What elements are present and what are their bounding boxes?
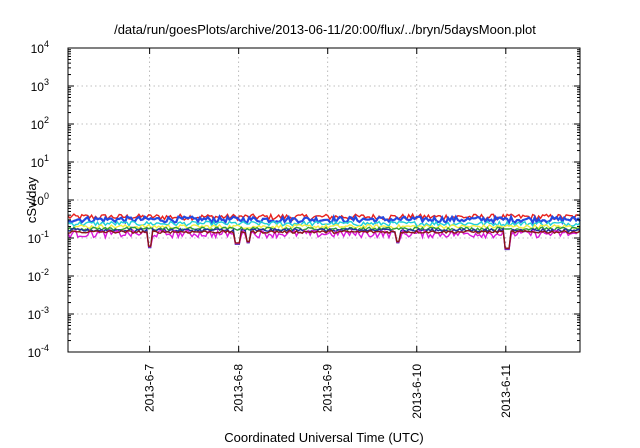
y-tick-label: 104 (31, 39, 49, 56)
x-axis-label: Coordinated Universal Time (UTC) (224, 430, 423, 445)
series-line (67, 213, 581, 226)
y-tick-label: 101 (31, 153, 49, 170)
y-tick-label: 10-3 (28, 305, 49, 322)
series-line (67, 223, 581, 230)
chart-title: /data/run/goesPlots/archive/2013-06-11/2… (114, 22, 536, 37)
series-line (67, 229, 581, 249)
x-tick-label: 2013-6-10 (410, 364, 424, 419)
series-line (67, 228, 581, 250)
y-tick-label: 102 (31, 115, 49, 132)
x-tick-label: 2013-6-8 (232, 364, 246, 412)
series-lines (67, 212, 581, 251)
x-tick-label: 2013-6-9 (321, 364, 335, 412)
x-axis-ticks: 2013-6-7 2013-6-8 2013-6-9 2013-6-10 2013-6-… (143, 48, 513, 419)
y-axis-label: cSv/day (24, 176, 39, 223)
y-tick-label: 10-2 (28, 267, 49, 284)
x-tick-label: 2013-6-7 (143, 364, 157, 412)
x-tick-label: 2013-6-11 (499, 364, 513, 418)
y-tick-label: 103 (31, 77, 49, 94)
series-line (67, 219, 581, 228)
y-tick-label: 10-1 (28, 229, 49, 246)
y-tick-label: 10-4 (28, 343, 49, 360)
grid-lines (68, 48, 580, 352)
